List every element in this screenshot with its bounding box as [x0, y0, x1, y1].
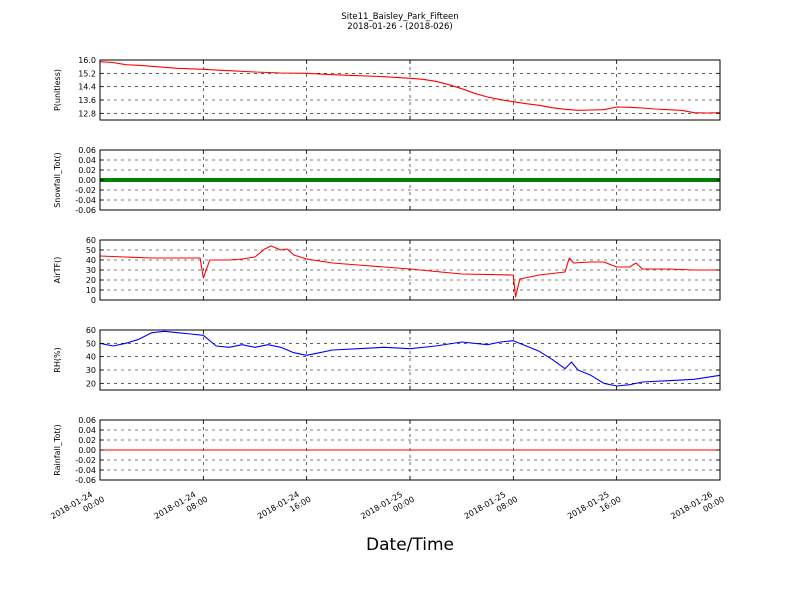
y-tick-label: 50 [86, 339, 96, 348]
y-tick-label: 60 [86, 236, 96, 245]
y-axis-label: Snowfall_Tot() [53, 152, 62, 208]
y-tick-label: -0.06 [75, 476, 96, 485]
y-axis-label: Rainfall_Tot() [53, 424, 62, 476]
y-tick-label: 14.4 [78, 83, 96, 92]
chart-subtitle: 2018-01-26 - (2018-026) [347, 22, 452, 32]
y-tick-label: -0.04 [75, 466, 96, 475]
y-axis-label: AirTF() [53, 257, 62, 284]
y-tick-label: 12.8 [78, 109, 96, 118]
x-tick-label: 2018-01-2500:00 [359, 486, 416, 530]
x-tick-label: 2018-01-2600:00 [669, 486, 726, 530]
x-tick-label: 2018-01-2516:00 [566, 486, 623, 530]
panel-3: 60 50 40 30 20 RH(%) [53, 326, 721, 391]
y-tick-label: 0.00 [78, 176, 96, 185]
y-tick-label: 0.06 [78, 416, 96, 425]
series-line [99, 245, 720, 298]
y-tick-label: 13.6 [78, 96, 96, 105]
y-tick-label: 30 [86, 366, 96, 375]
y-axis-label: P(unitless) [53, 69, 62, 111]
x-tick-label: 2018-01-2416:00 [256, 486, 313, 530]
y-tick-label: 15.2 [78, 69, 96, 78]
y-tick-label: 30 [86, 266, 96, 275]
y-tick-label: -0.04 [75, 196, 96, 205]
chart-title: Site11_Baisley_Park_Fifteen [341, 12, 458, 22]
y-tick-label: 0 [91, 296, 96, 305]
y-tick-label: 0.04 [78, 156, 96, 165]
y-axis-label: RH(%) [53, 347, 62, 372]
panel-1: 0.060.040.020.00-0.02-0.04-0.06 Snowfall_… [53, 146, 721, 215]
y-tick-label: -0.02 [75, 186, 96, 195]
y-tick-label: 0.02 [78, 166, 96, 175]
y-tick-label: 40 [86, 256, 96, 265]
series-line [99, 61, 721, 114]
y-tick-label: 10 [86, 286, 96, 295]
y-tick-label: 0.04 [78, 426, 96, 435]
x-tick-label: 2018-01-2400:00 [49, 486, 106, 530]
panel-4: 0.060.040.020.00-0.02-0.04-0.06 Rainfall_… [53, 416, 721, 485]
x-tick-label: 2018-01-2408:00 [153, 486, 210, 530]
y-tick-label: -0.06 [75, 206, 96, 215]
y-tick-label: 50 [86, 246, 96, 255]
y-tick-label: 16.0 [78, 56, 96, 65]
y-tick-label: 60 [86, 326, 96, 335]
y-tick-label: 0.06 [78, 146, 96, 155]
y-tick-label: 0.00 [78, 446, 96, 455]
y-tick-label: -0.02 [75, 456, 96, 465]
x-tick-label: 2018-01-2508:00 [463, 486, 520, 530]
panel-0: 16.0 15.2 14.4 13.6 12.8 P(unitless) [53, 56, 721, 121]
y-tick-label: 0.02 [78, 436, 96, 445]
series-line [99, 330, 721, 387]
panels-group: 16.015.214.413.612.8P(unitless)0.060.040… [53, 56, 721, 485]
y-tick-label: 20 [86, 379, 96, 388]
x-axis-ticks: 2018-01-2400:00 2018-01-2408:00 2018-01-24… [49, 486, 726, 530]
x-axis-label: Date/Time [366, 535, 454, 555]
y-tick-label: 40 [86, 353, 96, 362]
y-tick-label: 20 [86, 276, 96, 285]
